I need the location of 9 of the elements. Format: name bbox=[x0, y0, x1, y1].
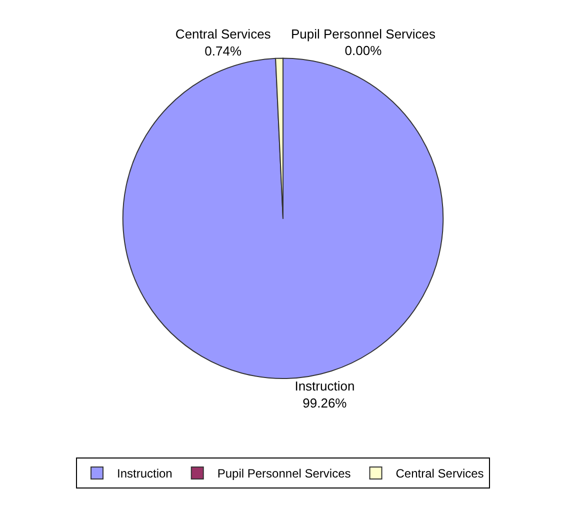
legend-label: Pupil Personnel Services bbox=[217, 466, 351, 481]
slice-label: Central Services bbox=[175, 26, 272, 42]
category-label: Pupil Personnel Services bbox=[290, 26, 436, 42]
legend-label: Central Services bbox=[396, 466, 484, 481]
text: 0.00% bbox=[344, 43, 382, 58]
legend-label: Instruction bbox=[117, 466, 172, 481]
data-label: 0.74% bbox=[204, 43, 242, 58]
data-label: 99.26% bbox=[302, 395, 348, 410]
slice-label: Instruction bbox=[294, 378, 355, 394]
